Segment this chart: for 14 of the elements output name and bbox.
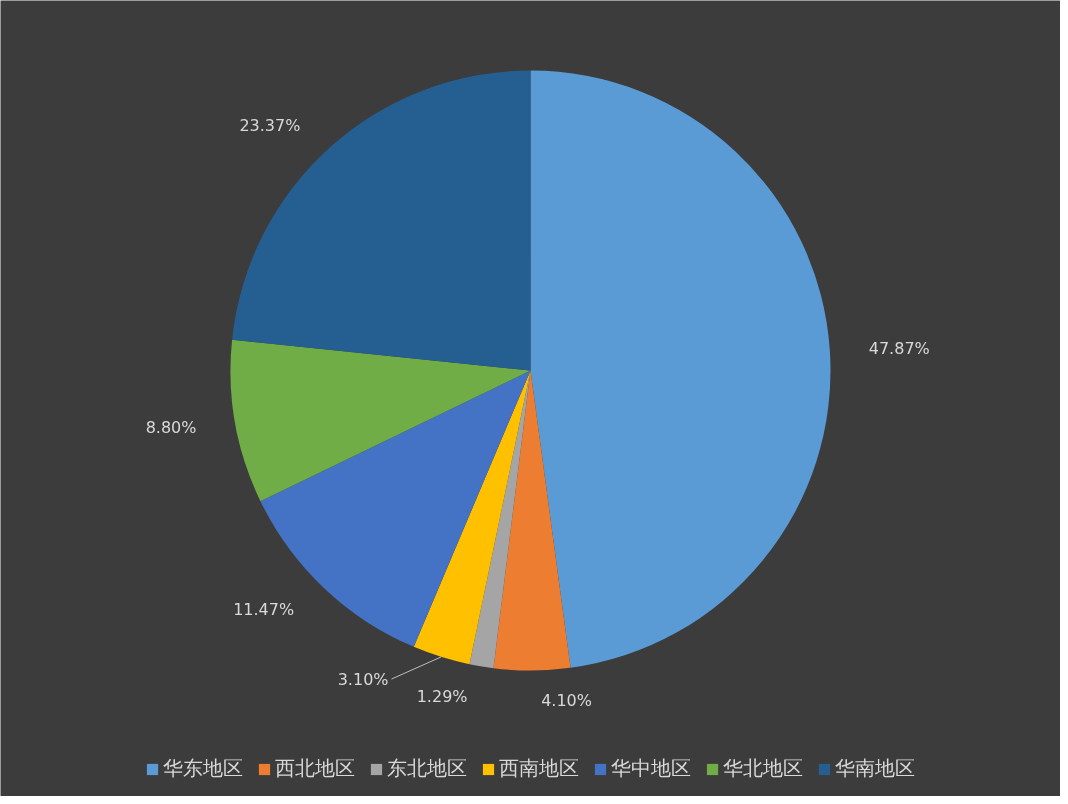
legend-label: 西南地区 — [499, 755, 579, 782]
legend-label: 西北地区 — [275, 755, 355, 782]
legend-label: 华中地区 — [611, 755, 691, 782]
data-label: 3.10% — [337, 669, 389, 689]
legend-label: 东北地区 — [387, 755, 467, 782]
data-label: 11.47% — [233, 600, 295, 620]
data-label: 4.10% — [541, 691, 592, 710]
data-label: 8.80% — [145, 418, 197, 438]
data-label: 1.29% — [416, 686, 468, 706]
legend-label: 华南地区 — [835, 755, 915, 782]
legend-label: 华东地区 — [163, 755, 243, 782]
data-label: 23.37% — [239, 116, 301, 136]
data-label: 47.87% — [868, 338, 930, 358]
legend-label: 华北地区 — [723, 755, 803, 782]
